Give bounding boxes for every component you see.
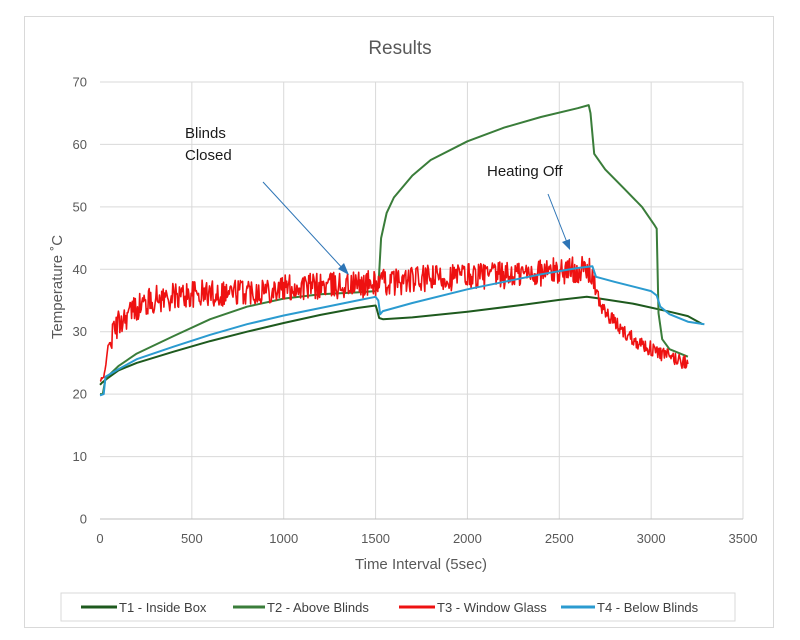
series-line-t4 [99, 265, 705, 397]
y-tick-label: 70 [73, 75, 87, 90]
legend-item-t2: T2 - Above Blinds [233, 600, 369, 615]
x-tick-label: 3500 [729, 531, 758, 546]
legend-item-t1: T1 - Inside Box [81, 600, 207, 615]
series-line-t2 [100, 104, 689, 396]
y-tick-label: 40 [73, 262, 87, 277]
annotation-arrow-blinds [262, 181, 346, 272]
x-tick-label: 0 [96, 531, 103, 546]
chart-title: Results [368, 38, 431, 59]
x-tick-label: 2500 [545, 531, 574, 546]
series-line-t3 [99, 255, 689, 382]
annotation-heating-off: Heating Off [487, 163, 563, 180]
legend-label-t4: T4 - Below Blinds [597, 600, 699, 615]
x-tick-label: 2000 [453, 531, 482, 546]
legend-label-t2: T2 - Above Blinds [267, 600, 369, 615]
legend-item-t4: T4 - Below Blinds [561, 600, 699, 615]
annotation-blinds-line1: Blinds [185, 125, 226, 142]
x-tick-label: 3000 [637, 531, 666, 546]
annotation-arrowhead-heating [562, 239, 570, 250]
x-axis-tick-labels: 0 500 1000 1500 2000 2500 3000 3500 [96, 531, 757, 546]
legend-label-t1: T1 - Inside Box [119, 600, 207, 615]
x-tick-label: 1500 [361, 531, 390, 546]
x-tick-label: 1000 [269, 531, 298, 546]
legend-label-t3: T3 - Window Glass [437, 600, 547, 615]
legend-item-t3: T3 - Window Glass [399, 600, 547, 615]
y-tick-label: 50 [73, 199, 87, 214]
annotations: Blinds Closed Heating Off [185, 125, 570, 275]
series-lines [99, 104, 705, 397]
series-line-t1 [99, 295, 704, 386]
annotation-arrowhead-blinds [338, 263, 349, 275]
y-tick-label: 60 [73, 137, 87, 152]
legend-box [60, 592, 736, 622]
chart: Results 0 10 20 30 40 50 60 70 0 500 1000 1500 2000… [49, 38, 757, 622]
x-tick-label: 500 [181, 531, 203, 546]
gridlines [100, 81, 744, 519]
y-tick-label: 10 [73, 449, 87, 464]
annotation-arrow-heating [547, 193, 569, 246]
y-tick-label: 20 [73, 387, 87, 402]
chart-frame: Results 0 10 20 30 40 50 60 70 0 500 1000 1500 2000… [24, 16, 774, 628]
y-tick-label: 30 [73, 324, 87, 339]
annotation-blinds-line2: Closed [185, 147, 232, 164]
y-axis-tick-labels: 0 10 20 30 40 50 60 70 [73, 75, 87, 527]
y-tick-label: 0 [80, 512, 87, 527]
y-axis-title: Temperature ˚C [49, 235, 66, 339]
x-axis-title: Time Interval (5sec) [355, 556, 487, 573]
